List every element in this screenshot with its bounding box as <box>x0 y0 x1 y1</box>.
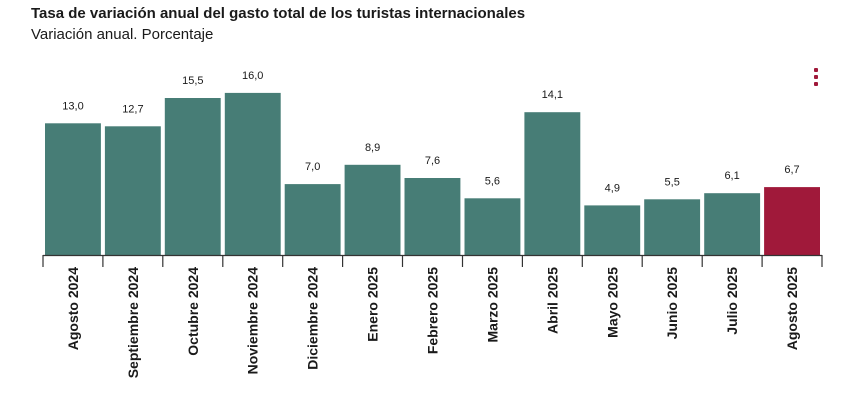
data-label: 15,5 <box>182 75 203 87</box>
bar[interactable] <box>764 187 820 255</box>
x-tick-label: Agosto 2025 <box>784 267 800 350</box>
bar[interactable] <box>284 184 341 255</box>
x-tick-label: Septiembre 2024 <box>125 267 141 378</box>
x-tick-label: Junio 2025 <box>664 267 680 340</box>
bar[interactable] <box>45 123 101 255</box>
data-label: 6,7 <box>784 164 799 176</box>
x-tick-label: Julio 2025 <box>724 267 740 335</box>
x-tick-label: Mayo 2025 <box>604 267 620 338</box>
x-tick-label: Agosto 2024 <box>65 267 81 350</box>
data-label: 7,0 <box>305 161 320 173</box>
x-tick-label: Diciembre 2024 <box>305 267 321 370</box>
data-label: 13,0 <box>62 100 83 112</box>
bar[interactable] <box>584 205 641 255</box>
x-tick-label: Febrero 2025 <box>425 267 441 354</box>
data-label: 4,9 <box>605 182 620 194</box>
bar[interactable] <box>164 98 221 255</box>
x-tick-label: Abril 2025 <box>544 267 560 334</box>
chart-subtitle: Variación anual. Porcentaje <box>31 26 214 43</box>
bar[interactable] <box>224 92 281 256</box>
bar[interactable] <box>704 193 761 255</box>
chart-title: Tasa de variación anual del gasto total … <box>31 5 526 22</box>
bar[interactable] <box>104 126 161 255</box>
data-label: 7,6 <box>425 155 440 167</box>
x-tick-label: Octubre 2024 <box>185 267 201 356</box>
data-label: 16,0 <box>242 70 263 82</box>
x-tick-label: Enero 2025 <box>365 267 381 342</box>
x-tick-label: Noviembre 2024 <box>245 267 261 375</box>
bar[interactable] <box>644 199 701 255</box>
bar[interactable] <box>404 178 461 255</box>
data-label: 5,6 <box>485 175 500 187</box>
data-label: 12,7 <box>122 103 143 115</box>
x-tick-label: Marzo 2025 <box>484 267 500 343</box>
bar[interactable] <box>524 112 581 255</box>
data-label: 14,1 <box>542 89 563 101</box>
bar[interactable] <box>464 198 521 255</box>
data-label: 5,5 <box>665 176 680 188</box>
bar[interactable] <box>344 164 401 255</box>
data-label: 6,1 <box>724 170 739 182</box>
data-label: 8,9 <box>365 142 380 154</box>
vertical-ellipsis-icon[interactable] <box>809 66 823 88</box>
